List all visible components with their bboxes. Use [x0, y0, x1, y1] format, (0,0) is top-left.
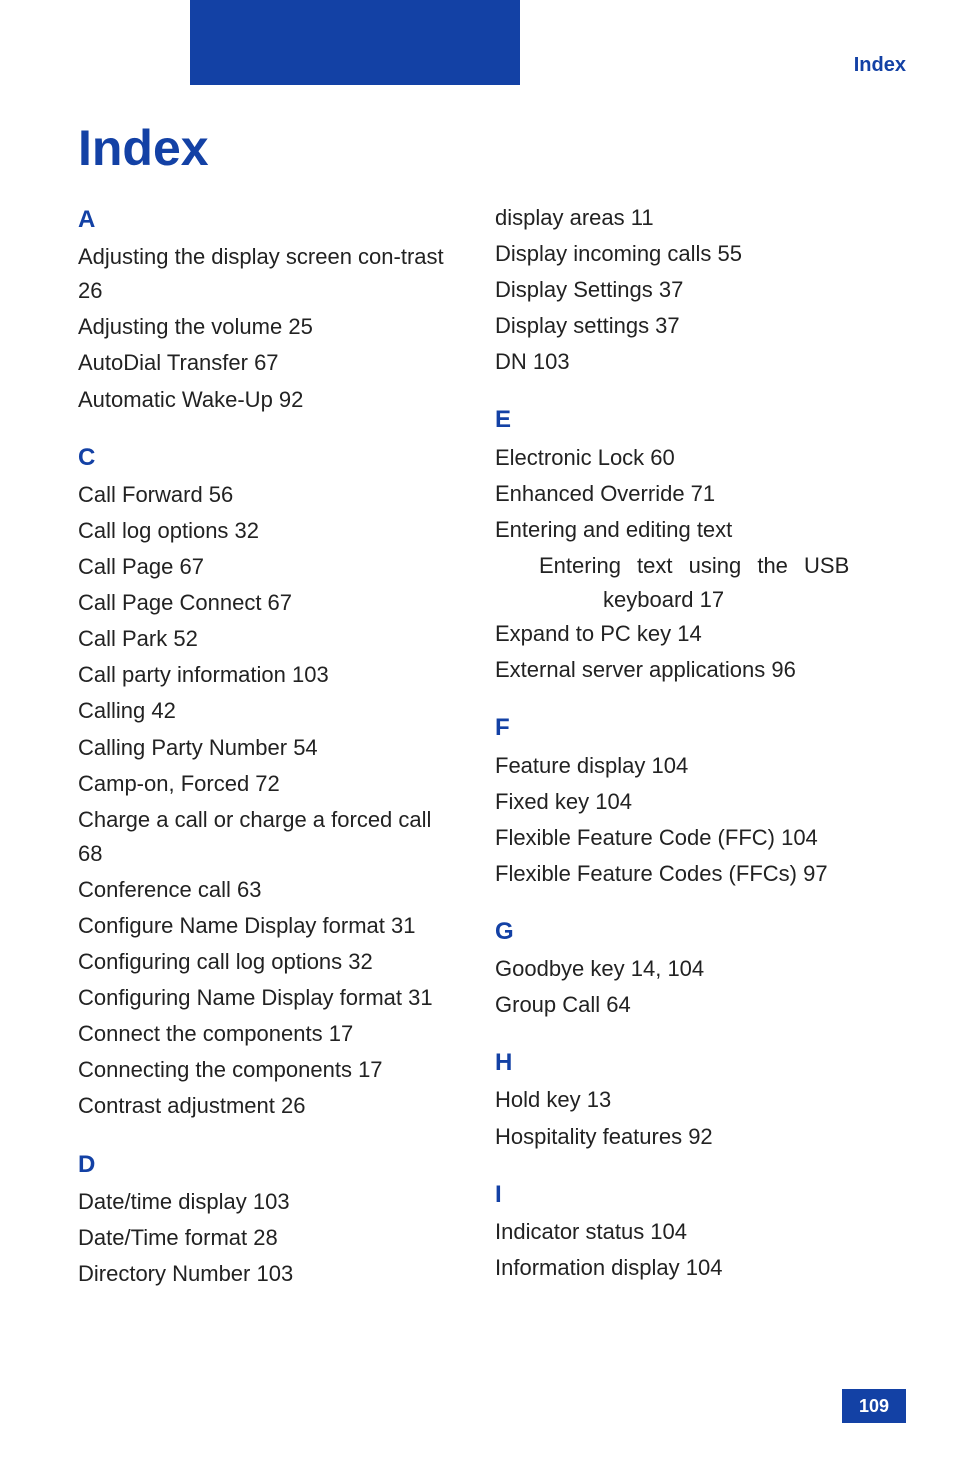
- index-entry: Goodbye key 14, 104: [495, 952, 876, 986]
- index-entry: Call log options 32: [78, 514, 459, 548]
- section-letter-e: E: [495, 401, 876, 438]
- section-letter-i: I: [495, 1176, 876, 1213]
- index-columns: A Adjusting the display screen con-trast…: [0, 201, 954, 1293]
- index-entry: DN 103: [495, 345, 876, 379]
- index-entry: Feature display 104: [495, 749, 876, 783]
- right-column: display areas 11 Display incoming calls …: [495, 201, 876, 1293]
- index-entry: Call Park 52: [78, 622, 459, 656]
- index-sub-entry-continuation: keyboard 17: [603, 583, 876, 617]
- index-entry: Display incoming calls 55: [495, 237, 876, 271]
- page-title: Index: [78, 119, 954, 177]
- index-entry: Configuring Name Display format 31: [78, 981, 459, 1015]
- header-label: Index: [854, 54, 906, 77]
- index-entry: Connecting the components 17: [78, 1053, 459, 1087]
- section-letter-h: H: [495, 1044, 876, 1081]
- index-entry: Flexible Feature Code (FFC) 104: [495, 821, 876, 855]
- section-letter-g: G: [495, 913, 876, 950]
- index-entry: Hold key 13: [495, 1083, 876, 1117]
- page-number: 109: [842, 1389, 906, 1423]
- header-blue-block: [190, 0, 520, 85]
- index-entry: Group Call 64: [495, 988, 876, 1022]
- index-entry: Display settings 37: [495, 309, 876, 343]
- index-entry: Connect the components 17: [78, 1017, 459, 1051]
- index-entry: Electronic Lock 60: [495, 441, 876, 475]
- index-entry: External server applications 96: [495, 653, 876, 687]
- index-entry: Enhanced Override 71: [495, 477, 876, 511]
- index-entry: Camp-on, Forced 72: [78, 767, 459, 801]
- index-entry: AutoDial Transfer 67: [78, 346, 459, 380]
- index-entry: Flexible Feature Codes (FFCs) 97: [495, 857, 876, 891]
- section-letter-c: C: [78, 439, 459, 476]
- index-entry: Hospitality features 92: [495, 1120, 876, 1154]
- index-entry: Charge a call or charge a forced call 68: [78, 803, 459, 871]
- index-entry: Directory Number 103: [78, 1257, 459, 1291]
- index-entry: display areas 11: [495, 201, 876, 235]
- index-entry: Call party information 103: [78, 658, 459, 692]
- index-entry: Adjusting the display screen con-trast 2…: [78, 240, 459, 308]
- index-entry: Conference call 63: [78, 873, 459, 907]
- section-letter-f: F: [495, 709, 876, 746]
- index-entry: Configure Name Display format 31: [78, 909, 459, 943]
- index-entry: Contrast adjustment 26: [78, 1089, 459, 1123]
- index-entry: Date/time display 103: [78, 1185, 459, 1219]
- index-entry: Expand to PC key 14: [495, 617, 876, 651]
- index-entry: Calling 42: [78, 694, 459, 728]
- page-header: Index: [0, 0, 954, 85]
- index-entry: Call Page 67: [78, 550, 459, 584]
- index-sub-entry: Entering text using the USB: [539, 549, 876, 583]
- index-entry: Calling Party Number 54: [78, 731, 459, 765]
- index-entry: Configuring call log options 32: [78, 945, 459, 979]
- index-entry: Entering and editing text: [495, 513, 876, 547]
- index-entry: Call Page Connect 67: [78, 586, 459, 620]
- index-entry: Call Forward 56: [78, 478, 459, 512]
- index-entry: Automatic Wake-Up 92: [78, 383, 459, 417]
- index-entry: Display Settings 37: [495, 273, 876, 307]
- left-column: A Adjusting the display screen con-trast…: [78, 201, 459, 1293]
- index-entry: Fixed key 104: [495, 785, 876, 819]
- index-entry: Date/Time format 28: [78, 1221, 459, 1255]
- section-letter-a: A: [78, 201, 459, 238]
- section-letter-d: D: [78, 1146, 459, 1183]
- index-entry: Indicator status 104: [495, 1215, 876, 1249]
- index-entry: Information display 104: [495, 1251, 876, 1285]
- index-entry: Adjusting the volume 25: [78, 310, 459, 344]
